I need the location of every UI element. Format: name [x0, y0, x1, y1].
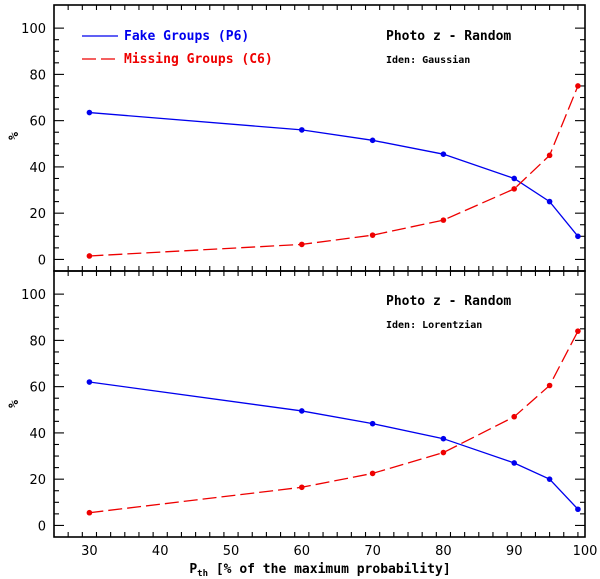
- fake-groups-point: [511, 460, 517, 466]
- missing-groups-point: [511, 413, 517, 420]
- fake-groups-point: [369, 137, 376, 144]
- fake-groups-point: [299, 127, 305, 133]
- fake-groups-point: [440, 151, 447, 157]
- fake-groups-point: [86, 109, 93, 116]
- y-tick-label: 0: [38, 253, 46, 268]
- fake-groups-point: [511, 175, 517, 182]
- missing-groups-point: [86, 509, 93, 516]
- missing-groups-point: [546, 152, 553, 159]
- x-tick-label: 40: [152, 544, 169, 559]
- top-panel-subtitle: Iden: Gaussian: [386, 54, 470, 66]
- y-tick-label: 60: [29, 115, 46, 130]
- x-tick-label: 60: [294, 544, 311, 559]
- fake-groups-point: [575, 506, 581, 513]
- missing-groups-point: [440, 449, 447, 456]
- x-axis-title-sub: th: [197, 569, 208, 579]
- y-tick-label: 100: [21, 288, 46, 303]
- fake-groups-point: [546, 476, 553, 482]
- fake-groups-point: [546, 198, 553, 205]
- top-panel-title: Photo z - Random: [386, 29, 511, 44]
- missing-groups-point: [299, 484, 305, 491]
- x-axis-title: Pth [% of the maximum probability]: [189, 562, 450, 579]
- missing-groups-point: [575, 83, 581, 89]
- fake-groups-point: [440, 435, 447, 442]
- missing-groups-point: [546, 382, 553, 389]
- fake-groups-point: [369, 420, 376, 427]
- x-axis-title-rest: [% of the maximum probability]: [208, 562, 451, 577]
- x-tick-label: 70: [364, 544, 381, 559]
- y-tick-label: 20: [29, 473, 46, 488]
- y-tick-label: 40: [29, 427, 46, 442]
- legend-fake-label: Fake Groups (P6): [124, 29, 249, 44]
- fake-groups-point: [86, 379, 93, 385]
- y-tick-label: 20: [29, 207, 46, 222]
- legend-missing-label: Missing Groups (C6): [124, 52, 273, 67]
- missing-groups-point: [575, 328, 581, 334]
- x-tick-label: 100: [573, 544, 598, 559]
- missing-groups-point: [86, 253, 93, 259]
- x-tick-label: 80: [435, 544, 452, 559]
- y-tick-label: 80: [29, 68, 46, 83]
- y-tick-label: 60: [29, 381, 46, 396]
- y-tick-label: 40: [29, 161, 46, 176]
- missing-groups-point: [440, 217, 447, 223]
- y-tick-label: 100: [21, 22, 46, 37]
- bottom-panel-subtitle: Iden: Lorentzian: [386, 319, 482, 331]
- y-tick-label: 0: [38, 519, 46, 534]
- x-tick-label: 90: [506, 544, 523, 559]
- missing-groups-point: [369, 232, 376, 238]
- x-tick-label: 50: [223, 544, 240, 559]
- missing-groups-point: [511, 186, 517, 192]
- x-axis-title-main: P: [189, 562, 197, 577]
- x-tick-label: 30: [81, 544, 98, 559]
- y-tick-label: 80: [29, 334, 46, 349]
- fake-groups-point: [299, 408, 305, 414]
- bottom-panel-title: Photo z - Random: [386, 294, 511, 309]
- bottom-panel-frame: [53, 270, 586, 538]
- top-y-axis-label: %: [7, 132, 22, 140]
- missing-groups-point: [369, 470, 376, 477]
- bottom-y-axis-label: %: [7, 400, 22, 408]
- missing-groups-point: [299, 241, 305, 248]
- fake-groups-point: [575, 233, 581, 240]
